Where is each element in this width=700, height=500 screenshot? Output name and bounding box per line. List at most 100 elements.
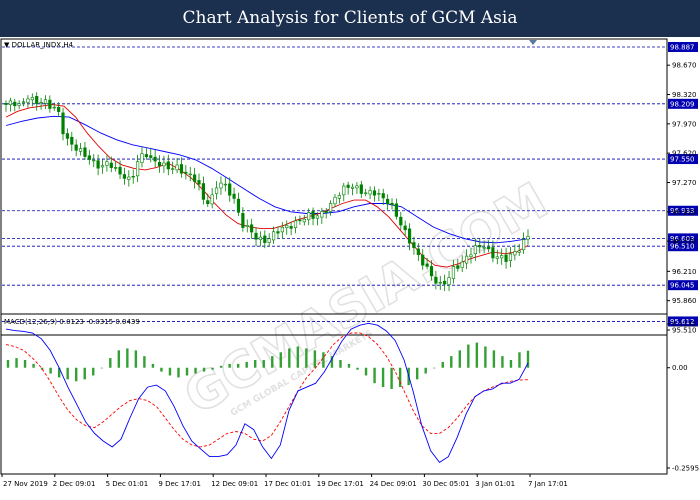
candle-body (39, 101, 43, 104)
scroll-marker-icon[interactable] (529, 40, 537, 45)
candle-body (298, 219, 302, 222)
level-label: 96.933 (670, 207, 695, 215)
macd-hist-bar (305, 348, 308, 368)
candle-body (48, 99, 52, 109)
macd-hist-bar (254, 360, 257, 368)
price-tick-label: 96.570 (672, 238, 697, 246)
macd-hist-bar (134, 350, 138, 368)
candle-body (263, 235, 267, 243)
candle-body (495, 256, 499, 259)
candle-body (250, 224, 254, 233)
macd-hist-bar (373, 367, 376, 384)
level-label: 98.209 (670, 100, 695, 108)
price-tick-label: 97.970 (672, 120, 697, 128)
time-tick-label: 3 Jan 01:01 (475, 480, 515, 488)
level-label: 98.887 (670, 44, 695, 52)
time-tick-label: 27 Nov 2019 (3, 480, 48, 488)
candle-body (443, 280, 447, 285)
candle-body (219, 182, 223, 189)
macd-y-axis: 0.1132 0.00 -0.2595 (667, 321, 699, 473)
candle-body (122, 174, 127, 179)
macd-hist-bar (6, 360, 10, 368)
ma-slow-series (5, 115, 529, 244)
candle-body (271, 231, 276, 241)
macd-hist-bar (390, 367, 393, 389)
time-tick-label: 24 Dec 09:01 (370, 480, 417, 488)
price-tick-label: 98.320 (672, 91, 697, 99)
symbol-label: ▼ DOLLAR_INDX,H4 (4, 41, 74, 49)
candle-body (350, 186, 355, 189)
level-label-box (668, 98, 698, 109)
level-label-box (668, 205, 698, 216)
macd-hist-bar (211, 367, 214, 370)
time-tick-label: 30 Dec 05:01 (422, 480, 469, 488)
candle-body (522, 239, 526, 251)
candle-body (456, 265, 460, 269)
candle-body (228, 183, 232, 196)
macd-hist-bar (271, 356, 274, 368)
macd-hist-bar (185, 367, 189, 376)
macd-hist-bar (219, 365, 223, 368)
macd-hist-bar (313, 350, 317, 368)
candle-body (293, 220, 298, 228)
candle-body (412, 242, 416, 249)
candle-body (390, 202, 394, 206)
candle-body (320, 211, 324, 218)
candle-body (460, 261, 464, 268)
candle-body (21, 101, 26, 103)
macd-signal-series (5, 332, 529, 448)
level-label: 96.603 (670, 235, 695, 243)
candle-body (491, 247, 495, 259)
candle-body (105, 161, 109, 166)
candle-body (197, 180, 201, 185)
candle-body (35, 96, 39, 104)
macd-hist-bar (450, 356, 453, 368)
candle-body (175, 164, 179, 171)
candle-body (482, 247, 486, 249)
candle-body (57, 106, 61, 112)
candle-body (311, 211, 315, 219)
price-y-axis: 98.670 98.320 97.970 97.620 97.270 96.920 96.5… (667, 62, 697, 335)
ma-slow-line (5, 115, 529, 244)
macd-hist-bar (364, 367, 368, 376)
price-tick-label: 96.210 (672, 268, 697, 276)
level-label: 97.550 (670, 156, 695, 164)
candle-body (473, 245, 477, 254)
macd-hist-bar (339, 360, 342, 368)
candle-body (447, 277, 451, 285)
candle-body (96, 160, 100, 169)
macd-hist-bar (441, 361, 444, 368)
candle-body (267, 238, 271, 243)
candle-body (157, 161, 162, 167)
level-label-box (668, 42, 698, 52)
candle-body (201, 183, 205, 200)
macd-hist-bar (49, 367, 52, 374)
macd-hist-bar (177, 367, 180, 378)
macd-signal-line (5, 332, 529, 448)
macd-panel-frame (0, 313, 668, 475)
candle-body (78, 148, 83, 152)
candle-body (429, 266, 434, 277)
candle-body (118, 166, 122, 175)
candle-body (223, 183, 227, 186)
candle-body (245, 225, 249, 227)
macd-hist-bar (484, 346, 487, 368)
macd-hist-bar (151, 363, 155, 368)
candle-body (206, 200, 210, 205)
price-tick-label: 97.620 (672, 150, 697, 158)
candle-body (188, 173, 192, 176)
macd-hist-bar (347, 363, 351, 368)
price-tick-label: 96.920 (672, 208, 697, 216)
candle-body (407, 228, 412, 244)
macd-hist-bar (475, 342, 479, 368)
candle-body (17, 103, 21, 106)
candle-body (425, 263, 429, 267)
time-tick-label: 12 Dec 09:01 (211, 480, 258, 488)
candle-body (83, 147, 87, 157)
macd-tick-label: 0.00 (672, 364, 688, 372)
candle-body (236, 198, 241, 213)
macd-line-series (5, 322, 529, 464)
macd-histogram (6, 342, 530, 389)
candle-body (140, 153, 144, 163)
